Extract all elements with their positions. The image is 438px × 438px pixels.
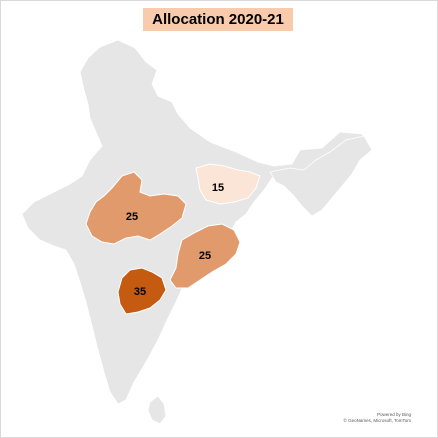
- attribution-copyright: © GeoNames, Microsoft, TomTom: [343, 418, 412, 423]
- label-madhya-pradesh: 25: [126, 211, 138, 223]
- region-madhya-pradesh[interactable]: [85, 171, 187, 245]
- label-odisha: 25: [199, 250, 211, 262]
- label-bihar: 15: [212, 182, 224, 194]
- india-landmass: [21, 39, 369, 405]
- label-telangana: 35: [134, 286, 146, 298]
- region-bihar[interactable]: [195, 163, 261, 205]
- attribution-powered-by: Powered by Bing: [376, 412, 411, 417]
- sri-lanka-landmass: [147, 395, 167, 425]
- region-telangana[interactable]: [117, 267, 167, 315]
- region-odisha[interactable]: [169, 223, 241, 289]
- map-attribution: Powered by Bing © GeoNames, Microsoft, T…: [344, 412, 412, 424]
- northeast-landmass: [269, 135, 373, 217]
- chart-title: Allocation 2020-21: [143, 8, 293, 31]
